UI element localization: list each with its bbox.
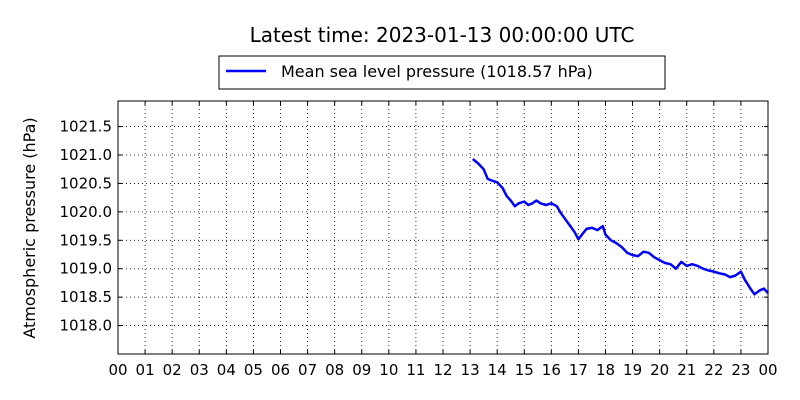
y-tick-label: 1018.5 [60, 288, 113, 306]
x-tick-label: 20 [650, 361, 669, 379]
y-tick-label: 1020.5 [60, 174, 113, 192]
x-tick-label: 04 [217, 361, 236, 379]
plot-area-frame [117, 100, 769, 355]
chart-title: Latest time: 2023-01-13 00:00:00 UTC [250, 23, 635, 47]
x-tick-label: 23 [731, 361, 750, 379]
x-tick-label: 18 [596, 361, 615, 379]
y-tick-label: 1020.0 [60, 203, 113, 221]
x-tick-label: 06 [271, 361, 290, 379]
x-tick-label: 03 [190, 361, 209, 379]
x-tick-label: 10 [379, 361, 398, 379]
x-tick-label: 09 [352, 361, 371, 379]
x-tick-label: 11 [406, 361, 425, 379]
y-tick-label: 1019.5 [60, 231, 113, 249]
x-tick-label: 05 [244, 361, 263, 379]
x-tick-label: 00 [108, 361, 127, 379]
x-tick-label: 16 [542, 361, 561, 379]
x-tick-label: 17 [569, 361, 588, 379]
x-tick-label: 12 [433, 361, 452, 379]
series-line-mean-sea-level-pressure [471, 158, 769, 296]
legend-box [218, 55, 666, 90]
legend-entry-label: Mean sea level pressure (1018.57 hPa) [281, 62, 593, 81]
x-tick-label: 01 [136, 361, 155, 379]
x-tick-labels: 00 01 02 03 04 05 06 07 08 09 10 11 12 13 14 15 16 17 18 19… [108, 361, 777, 379]
x-tick-label: 19 [623, 361, 642, 379]
x-tick-label: 22 [704, 361, 723, 379]
x-tick-label: 00 [758, 361, 777, 379]
y-tick-labels: 1018.0 1018.5 1019.0 1019.5 1020.0 1020.5 1021… [60, 118, 113, 335]
x-tick-label: 14 [488, 361, 507, 379]
x-tick-label: 21 [677, 361, 696, 379]
y-tick-label: 1021.0 [60, 146, 113, 164]
x-tick-label: 08 [325, 361, 344, 379]
x-tick-label: 15 [515, 361, 534, 379]
x-tick-label: 07 [298, 361, 317, 379]
legend: Mean sea level pressure (1018.57 hPa) [218, 55, 666, 90]
x-tick-label: 13 [461, 361, 480, 379]
y-tick-label: 1018.0 [60, 317, 113, 335]
gridlines [117, 101, 769, 354]
y-tick-label: 1019.0 [60, 260, 113, 278]
y-tick-label: 1021.5 [60, 118, 113, 136]
y-axis-label: Atmospheric pressure (hPa) [20, 117, 39, 338]
axis-ticks [117, 101, 769, 354]
x-tick-label: 02 [163, 361, 182, 379]
